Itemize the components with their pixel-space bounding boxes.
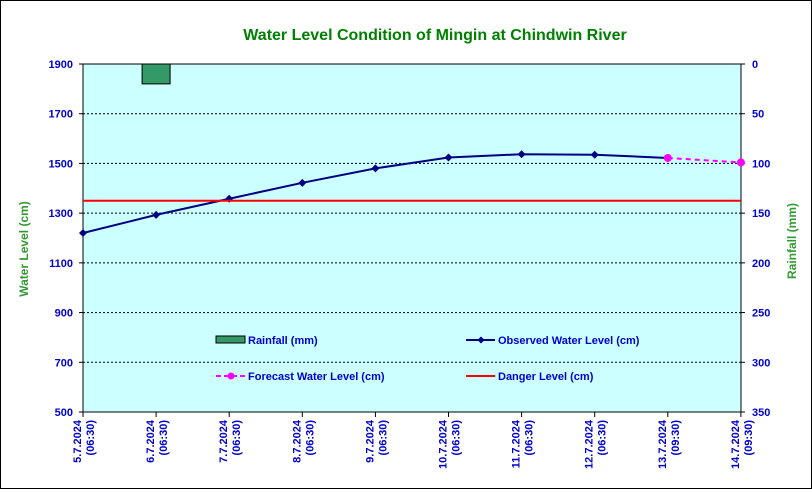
x-tick-date: 7.7.2024 [218,419,230,463]
x-tick-label: 11.7.2024 (06:30) [511,419,536,468]
x-tick-label: 7.7.2024 (06:30) [218,419,243,463]
x-tick-date: 10.7.2024 [438,419,450,469]
x-tick-label: 8.7.2024 (06:30) [291,419,316,463]
x-tick-time: (06:30) [158,420,170,456]
y2-tick-label: 350 [752,407,770,419]
y2-tick-label: 0 [752,59,758,71]
forecast-line [667,156,741,164]
legend-swatch-rainfall [215,335,246,344]
x-tick-label: 14.7.2024 (09:30) [730,419,755,469]
x-tick-time: (06:30) [377,420,389,456]
legend-label: Danger Level (cm) [498,371,594,383]
x-tick-time: (09:30) [670,420,682,456]
forecast-point [663,153,672,162]
x-tick-time: (06:30) [231,420,243,456]
y-tick-label: 1900 [49,59,73,71]
x-tick-time: (06:30) [597,420,609,456]
legend-swatch-observed-marker [477,336,485,344]
x-tick-time: (06:30) [451,420,463,456]
y2-tick-label: 150 [752,208,770,220]
legend: Rainfall (mm) Observed Water Level (cm) Fo… [215,335,640,383]
x-tick-label: 6.7.2024 (06:30) [145,419,170,463]
y-tick-label: 900 [55,308,73,320]
x-tick-date: 5.7.2024 [72,419,84,463]
x-tick-label: 9.7.2024 (06:30) [364,419,389,463]
x-tick-time: (06:30) [85,420,97,456]
y-tick-label: 1700 [49,109,73,121]
observed-point [79,229,87,238]
chart-title: Water Level Condition of Mingin at Chind… [243,27,626,44]
observed-point [298,178,307,187]
plot-border [82,63,742,413]
x-tick-date: 9.7.2024 [364,419,376,463]
y-tick-label: 500 [55,407,73,419]
x-tick-label: 10.7.2024 (06:30) [438,419,463,469]
y2-tick-label: 200 [752,258,770,270]
observed-point [152,210,161,219]
x-tick-date: 13.7.2024 [657,419,669,469]
observed-point [517,150,526,159]
legend-label: Forecast Water Level (cm) [248,371,385,383]
plot-area: 1900 1700 1500 1300 1100 900 700 500 0 50 100 150 20… [49,59,771,469]
y2-tick-label: 300 [752,357,770,369]
y-tick-label: 1100 [49,258,73,270]
y-tick-label: 1300 [49,208,73,220]
x-tick-time: (06:30) [304,420,316,456]
y2-tick-label: 50 [752,109,764,121]
forecast-point [736,158,745,167]
y2-axis-title: Rainfall (mm) [785,203,799,279]
y-axis-title: Water Level (cm) [17,201,31,297]
x-tick-date: 8.7.2024 [291,419,303,463]
plot-background [83,64,741,412]
x-tick-label: 12.7.2024 (06:30) [584,419,609,469]
observed-point [444,153,453,162]
rainfall-bar [141,63,171,85]
x-tick-date: 12.7.2024 [584,419,596,469]
y2-tick-label: 100 [752,158,770,170]
x-tick-label: 13.7.2024 (09:30) [657,419,682,469]
x-tick-date: 6.7.2024 [145,419,157,463]
legend-label: Rainfall (mm) [248,335,318,347]
legend-swatch-forecast-marker [227,372,235,380]
y2-tick-label: 250 [752,308,770,320]
y-tick-label: 700 [55,357,73,369]
x-tick-time: (09:30) [743,420,755,456]
observed-point [371,164,380,173]
x-tick-time: (06:30) [524,420,536,456]
x-tick-date: 14.7.2024 [730,419,742,469]
x-tick-date: 11.7.2024 [511,419,523,468]
legend-label: Observed Water Level (cm) [498,335,640,347]
y-tick-label: 1500 [49,158,73,170]
x-tick-label: 5.7.2024 (06:30) [72,419,97,463]
observed-point [590,150,599,159]
